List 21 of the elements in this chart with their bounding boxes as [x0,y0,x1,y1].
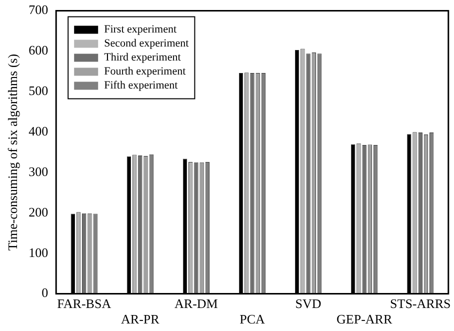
x-tick-label: AR-PR [121,312,160,327]
y-tick-label: 600 [28,42,48,58]
y-axis-title: Time-consuming of six algorithms (s) [5,54,20,251]
x-tick-label: GEP-ARR [336,312,392,327]
legend-label: Fifth experiment [104,80,178,92]
legend-label: Third experiment [104,52,181,64]
legend-label: Second experiment [104,38,189,50]
x-tick-label: SVD [295,296,322,312]
legend-label: First experiment [104,24,177,36]
legend-label: Fourth experiment [104,66,186,78]
x-tick-label: PCA [240,312,266,327]
x-tick-label: AR-DM [174,296,218,312]
y-tick-label: 700 [28,2,48,18]
y-tick-label: 200 [28,204,48,220]
x-tick-label: FAR-BSA [57,296,112,312]
y-tick-label: 100 [28,244,48,260]
y-tick-label: 500 [28,83,48,98]
y-tick-label: 300 [28,164,48,179]
x-tick-label: STS-ARRS [390,296,451,312]
y-tick-label: 400 [28,124,48,139]
y-tick-label: 0 [42,285,48,300]
